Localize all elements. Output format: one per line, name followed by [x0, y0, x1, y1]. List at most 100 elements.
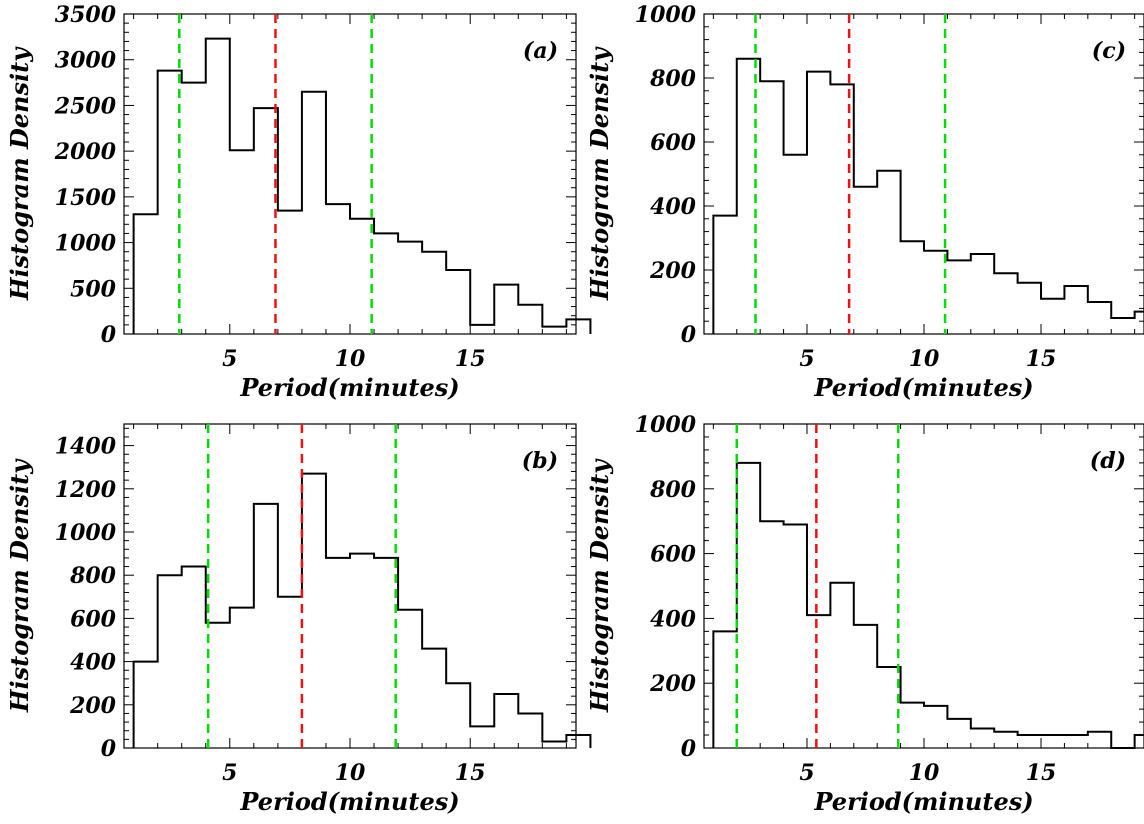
panel-a: 5 10 15 0 500 1000 1500 2000 2500 3000 3500 Period(… — [5, 2, 592, 402]
histogram-bin — [994, 273, 1017, 334]
x-tick-label: 10 — [335, 760, 366, 786]
histogram-bin — [470, 726, 494, 748]
x-tick-label: 5 — [799, 346, 814, 372]
histogram-bin — [134, 662, 158, 748]
histogram-bin — [254, 504, 278, 748]
histogram-bin — [494, 285, 518, 334]
histogram-bin — [807, 615, 830, 748]
histogram-bin — [784, 524, 807, 748]
plot-frame — [703, 423, 1144, 749]
x-tick-label: 10 — [909, 760, 940, 786]
histogram-bin — [518, 713, 542, 748]
histogram-bin — [302, 474, 326, 748]
x-axis-title: Period(minutes) — [813, 373, 1033, 402]
histogram-bin — [446, 683, 470, 748]
x-tick-label: 5 — [222, 346, 237, 372]
histogram-bin — [713, 216, 736, 334]
histogram-outline — [712, 461, 1144, 749]
y-tick-label: 3500 — [55, 2, 117, 28]
y-tick-label: 1200 — [55, 477, 117, 503]
histogram-bin — [182, 83, 206, 334]
y-tick-label: 800 — [649, 66, 697, 92]
histogram-bin — [446, 270, 470, 334]
x-tick-label: 15 — [455, 346, 486, 372]
histogram-bin — [230, 608, 254, 748]
histogram-bin — [350, 554, 374, 748]
histogram-bin — [302, 92, 326, 334]
histogram-bin — [374, 233, 398, 334]
histogram-bin — [854, 625, 877, 748]
y-axis-title: Histogram Density — [585, 458, 614, 713]
histogram-bin — [760, 521, 783, 748]
histogram-bin — [807, 72, 830, 334]
y-tick-label: 800 — [649, 477, 697, 503]
y-tick-label: 500 — [70, 276, 117, 302]
histogram-bin — [854, 187, 877, 334]
histogram-bin — [1088, 302, 1111, 334]
histogram-bin — [901, 703, 924, 748]
histogram-bin — [326, 558, 350, 748]
histogram-bin — [1018, 283, 1041, 334]
x-axis-title: Period(minutes) — [813, 787, 1033, 816]
histogram-bin — [830, 583, 853, 748]
histogram-bin — [566, 735, 590, 748]
histogram-bin — [1064, 286, 1087, 334]
histogram-bin — [947, 260, 970, 334]
histogram-bin — [877, 171, 900, 334]
histogram-bin — [278, 597, 302, 748]
y-tick-label: 1500 — [55, 185, 117, 211]
x-tick-label: 5 — [799, 760, 814, 786]
histogram-bin — [760, 81, 783, 334]
histogram-bin — [542, 327, 566, 334]
histogram-bin — [1041, 735, 1064, 748]
y-tick-label: 1000 — [55, 520, 117, 546]
histogram-bin — [1088, 732, 1111, 748]
x-tick-label: 15 — [1026, 760, 1057, 786]
y-tick-label: 0 — [681, 322, 697, 348]
histogram-outline — [132, 472, 592, 748]
panel-label: (d) — [1090, 448, 1126, 474]
histogram-bin — [518, 305, 542, 334]
panel-label: (a) — [523, 38, 558, 64]
histogram-bin — [971, 729, 994, 748]
histogram-bin — [1018, 735, 1041, 748]
y-tick-label: 600 — [70, 606, 117, 632]
x-tick-label: 15 — [1026, 346, 1057, 372]
y-axis-title: Histogram Density — [5, 46, 34, 301]
histogram-bin — [158, 575, 182, 748]
y-tick-label: 400 — [70, 650, 117, 676]
histogram-outline — [132, 37, 592, 334]
y-tick-label: 1000 — [635, 2, 697, 28]
y-tick-label: 400 — [650, 194, 697, 220]
x-axis-title: Period(minutes) — [239, 373, 459, 402]
y-tick-label: 1000 — [55, 231, 117, 257]
x-tick-label: 10 — [909, 346, 940, 372]
histogram-bin — [971, 254, 994, 334]
histogram-bin — [566, 319, 590, 334]
histogram-bin — [422, 252, 446, 334]
histogram-bin — [494, 694, 518, 748]
histogram-bin — [1135, 312, 1144, 334]
histogram-bin — [398, 610, 422, 748]
y-tick-label: 3000 — [55, 48, 117, 74]
x-tick-label: 15 — [455, 760, 486, 786]
y-tick-label: 2000 — [54, 139, 117, 165]
histogram-bin — [206, 39, 230, 334]
histogram-bin — [398, 242, 422, 334]
histogram-bin — [134, 214, 158, 334]
x-axis-title: Period(minutes) — [239, 787, 459, 816]
histogram-bin — [947, 719, 970, 748]
y-tick-label: 200 — [69, 693, 117, 719]
y-tick-label: 200 — [649, 258, 697, 284]
y-tick-label: 2500 — [54, 93, 117, 119]
y-tick-label: 800 — [69, 563, 117, 589]
y-tick-label: 600 — [650, 130, 697, 156]
y-tick-label: 0 — [681, 736, 697, 762]
histogram-bin — [470, 325, 494, 334]
panel-c: 5 10 15 0 200 400 600 800 1000 Period(minutes) His… — [585, 2, 1144, 402]
histogram-bin — [278, 211, 302, 334]
histogram-bin — [1041, 299, 1064, 334]
y-tick-label: 600 — [650, 542, 697, 568]
y-tick-label: 400 — [650, 606, 697, 632]
